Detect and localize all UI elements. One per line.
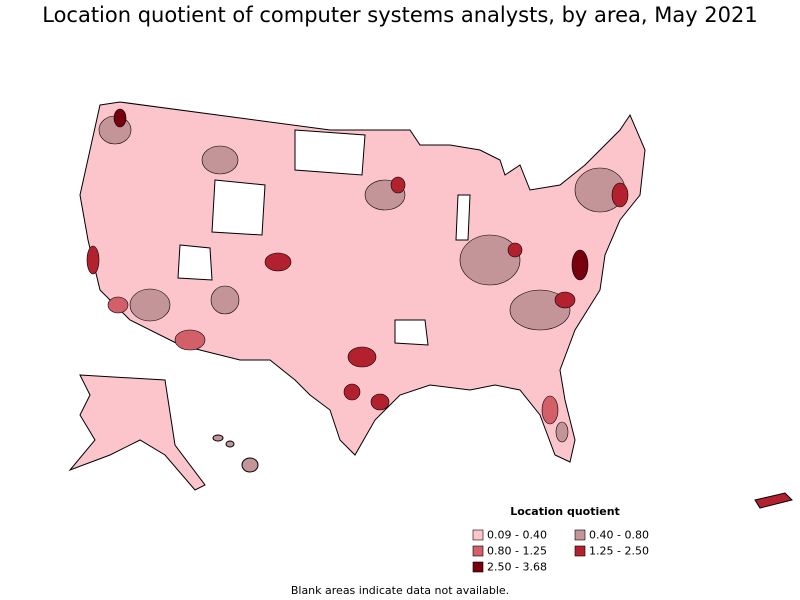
legend-swatch [472,545,484,557]
legend-swatch [472,529,484,541]
legend-label: 1.25 - 2.50 [589,545,649,558]
region [86,245,100,275]
region [113,108,127,128]
footnote: Blank areas indicate data not available. [291,584,509,597]
region [554,291,576,309]
legend-label: 2.50 - 3.68 [487,561,547,574]
region [571,249,589,281]
map-title: Location quotient of computer systems an… [42,3,758,27]
blank-dakota [294,129,366,176]
legend-swatch [574,545,586,557]
legend-swatch [472,561,484,573]
hawaii [241,457,259,473]
region [611,182,629,208]
region [347,346,377,368]
region [201,145,239,175]
legend: Location quotient 0.09 - 0.40 0.40 - 0.80… [472,505,649,574]
legend-swatch [574,529,586,541]
blank-illinois [455,194,471,241]
region [107,296,129,314]
blank-arkansas [394,319,429,346]
blank-utah [177,244,213,281]
hawaii [212,434,224,442]
alaska [68,374,206,491]
region [370,393,390,411]
region [343,383,361,401]
region [390,176,406,194]
region [264,252,292,272]
puerto-rico [754,492,793,509]
hawaii [225,440,235,448]
legend-label: 0.09 - 0.40 [487,529,547,542]
region [174,329,206,351]
region [507,242,523,258]
legend-title: Location quotient [510,505,620,518]
region [129,288,171,322]
us-map [68,101,793,509]
region [459,234,521,286]
region [555,421,569,443]
region [541,395,559,425]
blank-wyoming [211,179,266,236]
legend-label: 0.40 - 0.80 [589,529,649,542]
region [210,285,240,315]
legend-label: 0.80 - 1.25 [487,545,547,558]
